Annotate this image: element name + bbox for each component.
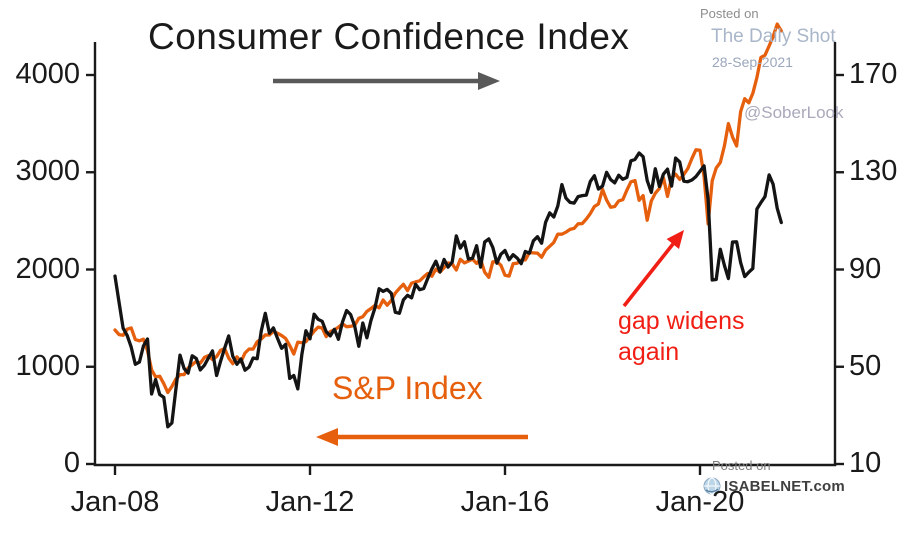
left-axis-tick-label: 3000 (15, 155, 80, 188)
left-axis-tick-label: 1000 (15, 349, 80, 382)
right-axis-tick-label: 130 (849, 155, 898, 188)
right-axis-tick-label: 10 (849, 447, 882, 479)
x-axis-tick-label: Jan-12 (265, 486, 355, 518)
right-axis-tick-label: 90 (849, 252, 882, 285)
isabelnet-label: ISABELNET.com (724, 477, 845, 495)
daily-shot-watermark: The Daily Shot (711, 26, 836, 47)
right-axis-tick-label: 50 (849, 349, 882, 382)
globe-icon (703, 477, 721, 495)
left-axis-tick-label: 4000 (15, 58, 80, 90)
x-axis-tick-label: Jan-16 (460, 486, 550, 518)
left-axis-tick-label: 0 (63, 447, 80, 479)
left-axis-tick-label: 2000 (15, 252, 80, 285)
sp-index-label: S&P Index (332, 370, 483, 406)
chart-title: Consumer Confidence Index (148, 16, 630, 57)
posted-on-bottom-watermark: Posted on (712, 458, 771, 473)
soberlook-watermark: @SoberLook (744, 103, 844, 122)
gap-widens-annotation: gap widens again (618, 307, 745, 367)
x-axis-tick-label: Jan-20 (655, 486, 745, 518)
x-axis-tick-label: Jan-08 (70, 486, 160, 518)
right-axis-tick-label: 170 (849, 58, 898, 90)
posted-on-top-watermark: Posted on (700, 6, 759, 21)
isabelnet-watermark: ISABELNET.com (703, 477, 845, 495)
date-watermark: 28-Sep-2021 (712, 54, 793, 70)
